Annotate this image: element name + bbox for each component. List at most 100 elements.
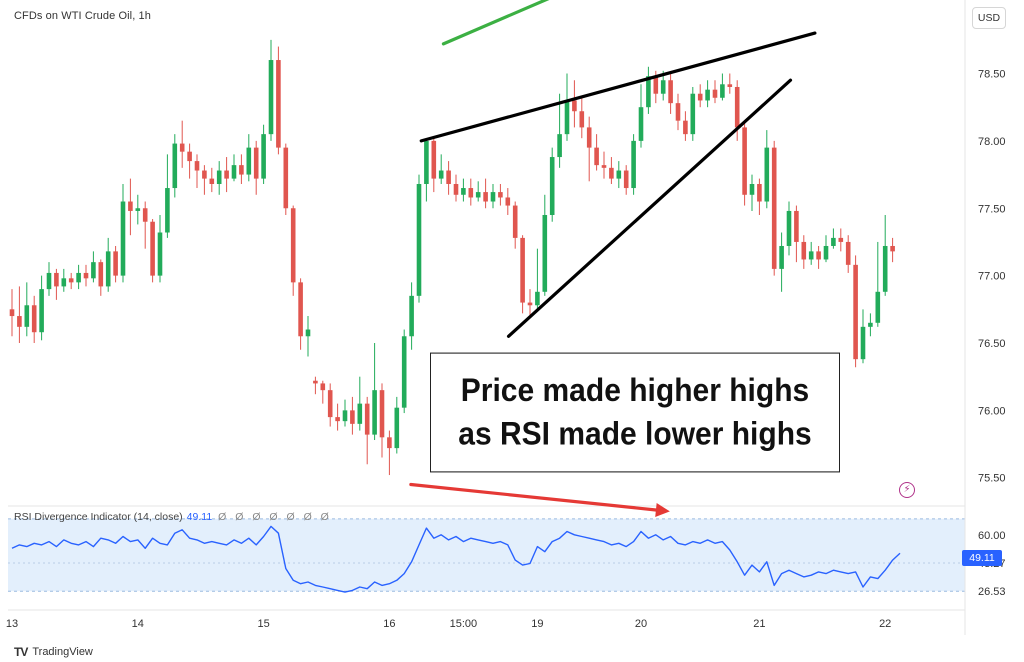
candle-body: [757, 184, 762, 202]
rsi-tick-label: 26.53: [978, 586, 1006, 598]
candle-body: [549, 157, 555, 215]
candle: [564, 73, 570, 141]
candle: [527, 289, 533, 317]
candle: [46, 262, 52, 296]
candle: [838, 228, 844, 252]
rsi-band: [8, 518, 965, 592]
candle: [298, 278, 303, 350]
lightning-icon[interactable]: ⚡: [899, 482, 915, 498]
candle: [320, 380, 326, 404]
candle-body: [76, 272, 81, 283]
candle-body: [890, 245, 895, 252]
candle: [631, 134, 636, 195]
candle-body: [823, 245, 829, 260]
candle: [757, 178, 762, 215]
candle-body: [431, 140, 437, 179]
candle: [17, 286, 22, 343]
candle-body: [416, 184, 422, 296]
candle: [120, 184, 126, 283]
candle: [253, 140, 259, 195]
tradingview-logo-mark: TV: [14, 645, 28, 659]
candle: [875, 241, 881, 327]
candle: [150, 219, 155, 283]
candle: [194, 154, 200, 189]
candle-body: [786, 210, 792, 246]
candle-body: [231, 165, 237, 179]
candle: [128, 178, 133, 236]
candle: [283, 143, 289, 215]
candle: [705, 80, 710, 108]
candle: [771, 140, 777, 276]
candle-body: [564, 100, 570, 135]
candle-body: [320, 383, 326, 391]
candle: [31, 295, 37, 343]
candle: [91, 251, 96, 283]
time-tick-label: 14: [132, 618, 144, 630]
tradingview-logo[interactable]: TV TradingView: [14, 645, 93, 659]
candle-body: [623, 170, 629, 189]
candle-body: [253, 147, 259, 179]
candle-body: [379, 390, 385, 438]
candle-body: [9, 309, 15, 317]
candle-body: [749, 184, 755, 195]
price-tick-label: 77.50: [978, 203, 1006, 215]
candle-body: [209, 178, 215, 184]
candle: [616, 161, 622, 189]
candle: [364, 396, 370, 465]
tradingview-name: TradingView: [32, 646, 93, 658]
rsi-indicator-header[interactable]: RSI Divergence Indicator (14, close) 49.1…: [14, 511, 332, 523]
candle-body: [239, 165, 244, 175]
candle: [490, 184, 496, 209]
candle: [142, 201, 148, 249]
candle-body: [46, 272, 52, 290]
candle: [860, 309, 866, 364]
candle-body: [372, 390, 377, 435]
candle: [157, 214, 163, 283]
currency-button[interactable]: USD: [972, 7, 1006, 29]
candle-body: [505, 197, 511, 206]
candle-body: [335, 417, 340, 422]
price-tick-label: 76.00: [978, 405, 1006, 417]
candle-body: [653, 76, 659, 94]
candle-body: [527, 302, 533, 306]
candle-body: [364, 403, 370, 435]
candle: [808, 241, 814, 265]
candle-body: [68, 278, 74, 283]
candle: [83, 264, 89, 287]
candle-body: [135, 208, 141, 211]
candle: [601, 151, 607, 179]
candle-body: [557, 134, 562, 158]
candle-body: [187, 151, 192, 162]
candle-body: [438, 170, 444, 179]
candle-body: [39, 289, 44, 333]
candle: [202, 165, 207, 195]
green-arrow: [441, 0, 550, 46]
candle-body: [468, 188, 474, 198]
candle: [801, 235, 807, 269]
candle-body: [875, 291, 881, 323]
candle-body: [313, 380, 318, 384]
price-tick-label: 78.00: [978, 136, 1006, 148]
candle: [831, 228, 836, 249]
candle-body: [54, 272, 59, 287]
green-arrow-shaft: [441, 0, 550, 46]
rsi-empty-values: Ø Ø Ø Ø Ø Ø Ø: [218, 511, 332, 523]
candle-body: [327, 390, 333, 418]
candle: [764, 130, 770, 209]
candle-body: [631, 140, 636, 189]
candle: [794, 205, 799, 263]
candle: [350, 396, 355, 435]
candle-body: [224, 170, 229, 179]
candle-body: [668, 80, 673, 104]
annotation-callout: Price made higher highs as RSI made lowe…: [430, 352, 840, 473]
candle-body: [808, 251, 814, 260]
candle-body: [461, 188, 466, 195]
candle: [76, 264, 81, 290]
candle-body: [24, 305, 30, 327]
candle-body: [202, 170, 207, 179]
candle: [520, 235, 525, 314]
candle-body: [705, 89, 710, 101]
candle: [683, 111, 688, 141]
candle-body: [646, 76, 651, 108]
